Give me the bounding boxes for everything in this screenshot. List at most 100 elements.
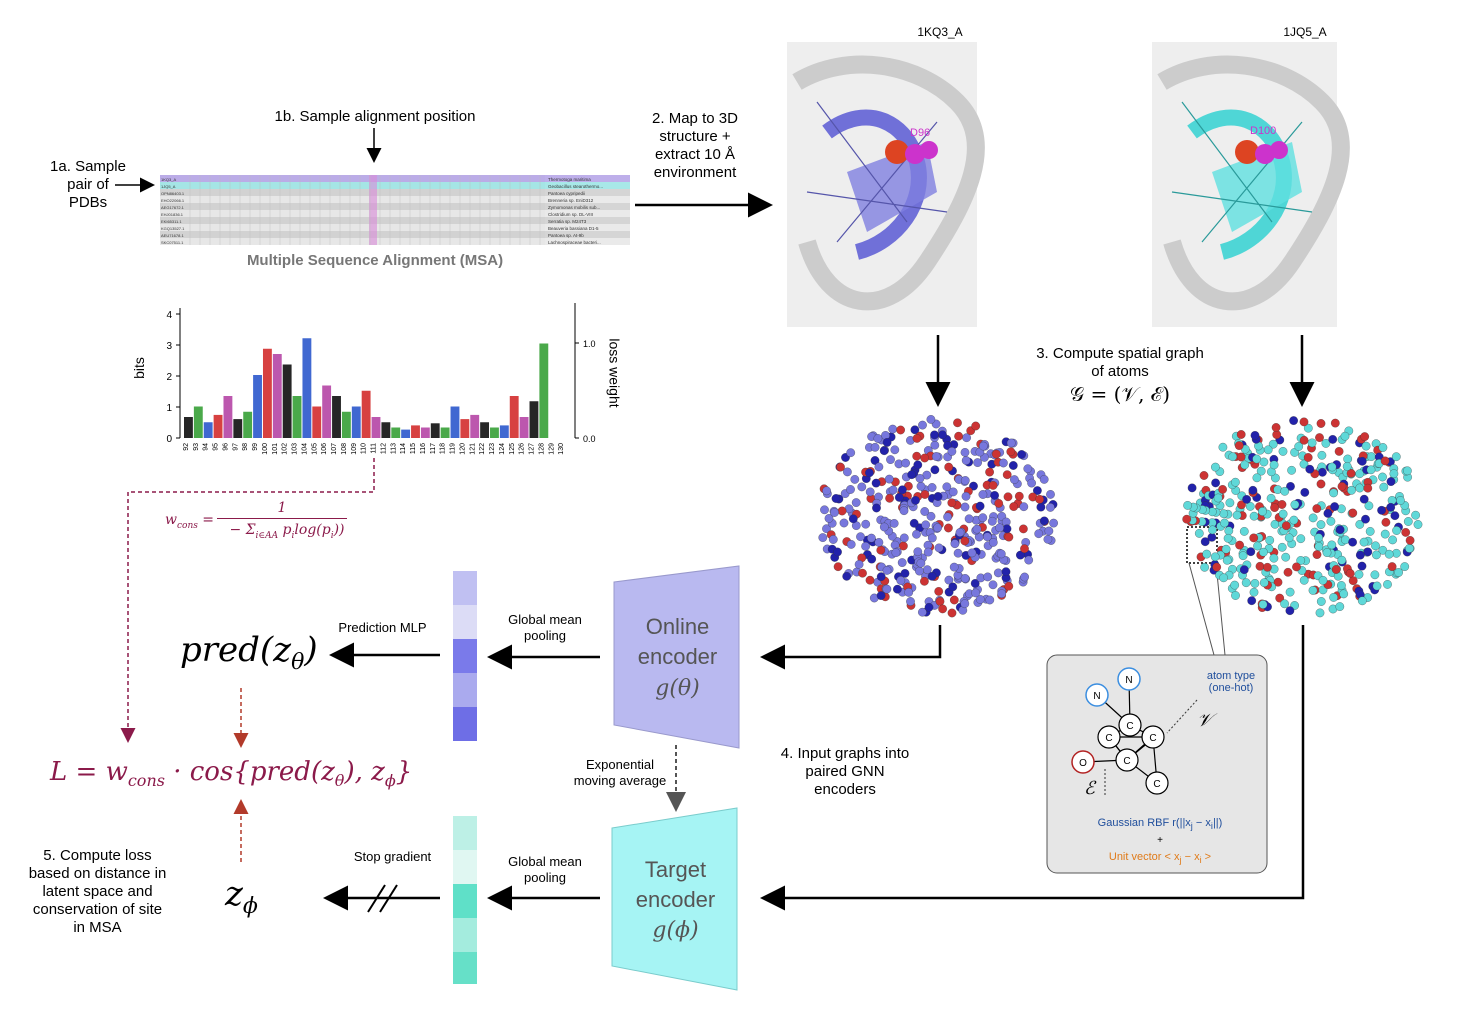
atom-node	[1315, 608, 1325, 618]
step-5-label: 5. Compute loss based on distance in lat…	[28, 847, 167, 936]
atom-node	[961, 491, 971, 501]
node-c3: C	[1149, 733, 1156, 744]
stop-gradient-mark-2	[379, 884, 398, 913]
atom-node	[1294, 442, 1304, 451]
logo-xtick: 96	[222, 443, 229, 451]
logo-column	[440, 427, 450, 438]
msa-row-id: KGQ13527.1	[161, 226, 185, 231]
atom-node	[1342, 462, 1352, 471]
atom-node	[858, 568, 867, 578]
atom-node	[994, 499, 1004, 508]
atom-node	[985, 467, 994, 477]
msa-row-species: Beauveria bassiana D1-5	[548, 226, 599, 231]
atom-node	[975, 595, 985, 604]
node-c5: C	[1153, 779, 1160, 790]
atom-node	[978, 441, 988, 451]
atom-node	[822, 524, 831, 534]
online-encoder-title: Online encoder	[637, 614, 718, 669]
atom-node	[1002, 524, 1012, 534]
node-n2: N	[1125, 675, 1132, 686]
atom-node	[960, 574, 970, 583]
logo-column	[499, 425, 509, 438]
atom-node	[1014, 491, 1024, 501]
atom-node	[1236, 430, 1246, 439]
atom-node	[1200, 562, 1209, 572]
logo-xtick: 111	[371, 443, 378, 454]
atom-node	[1400, 562, 1410, 571]
atom-node	[867, 554, 877, 564]
atom-node	[1318, 576, 1328, 585]
atom-node	[1252, 454, 1262, 464]
atom-node	[874, 538, 884, 547]
atom-node	[867, 533, 876, 543]
atom-node	[1024, 555, 1034, 565]
atom-node	[837, 506, 847, 516]
atom-node	[1378, 472, 1387, 482]
atom-node	[971, 588, 981, 598]
atom-node	[1263, 562, 1272, 572]
atom-node	[988, 538, 998, 547]
atom-node	[894, 493, 904, 502]
atom-node	[1348, 537, 1357, 547]
atom-node	[926, 511, 936, 521]
atom-node	[1242, 495, 1251, 504]
atom-node	[950, 539, 960, 549]
atom-node	[1303, 453, 1313, 462]
atom-node	[1219, 573, 1228, 583]
node-o: O	[1079, 758, 1087, 769]
atom-node	[1314, 542, 1324, 551]
prediction-mlp-label: Prediction MLP	[338, 620, 427, 635]
atom-node	[988, 481, 998, 490]
atom-node	[1245, 502, 1255, 511]
atom-node	[846, 448, 856, 458]
atom-node	[1265, 535, 1275, 545]
atom-node	[1234, 441, 1244, 450]
atom-node	[882, 566, 892, 575]
atom-node	[921, 520, 931, 530]
atom-node	[843, 467, 852, 477]
atom-node	[947, 498, 957, 508]
node-n1: N	[1093, 691, 1100, 702]
atom-node	[1357, 596, 1367, 606]
atom-node	[1046, 490, 1055, 499]
atom-node	[949, 562, 959, 572]
atom-node	[1327, 540, 1337, 550]
atom-node	[1212, 562, 1222, 572]
logo-column	[519, 417, 529, 438]
atom-node	[983, 572, 993, 582]
logo-xtick: 125	[509, 443, 516, 455]
atom-node	[922, 470, 932, 480]
atom-node	[924, 602, 934, 612]
msa-row-id: OPN86403.1	[161, 191, 185, 196]
atom-node	[882, 584, 892, 594]
atom-node	[1390, 511, 1400, 521]
stop-gradient-mark-1	[367, 884, 386, 913]
atom-node	[934, 543, 944, 553]
atom-node	[1271, 423, 1281, 432]
arrow-weight-loss	[120, 458, 375, 743]
logo-ylabel-right: loss weight	[606, 338, 623, 408]
atom-node	[912, 451, 922, 461]
logo-xtick: 99	[252, 443, 259, 451]
atom-node	[918, 420, 927, 430]
atom-node	[930, 440, 940, 450]
msa-row-id: AEU71678.1	[161, 233, 184, 238]
atom-node	[973, 458, 982, 467]
logo-xtick: 101	[272, 443, 279, 455]
atom-node	[865, 468, 874, 478]
atom-node	[1335, 525, 1345, 535]
atom-node	[933, 492, 943, 501]
atom-node	[1347, 485, 1356, 495]
atom-node	[1241, 578, 1251, 588]
logo-xtick: 123	[489, 443, 496, 455]
logo-xtick: 129	[548, 443, 555, 455]
atom-node	[935, 597, 945, 606]
atom-node	[1006, 438, 1016, 448]
inset-unit-vector: Unit vector < xj − xi >	[1108, 851, 1212, 866]
atom-node	[1268, 439, 1278, 449]
atom-node	[1269, 460, 1279, 470]
atom-node	[927, 571, 937, 581]
logo-xtick: 100	[262, 443, 269, 455]
atom-node	[1303, 423, 1313, 433]
atom-node	[1218, 442, 1228, 452]
